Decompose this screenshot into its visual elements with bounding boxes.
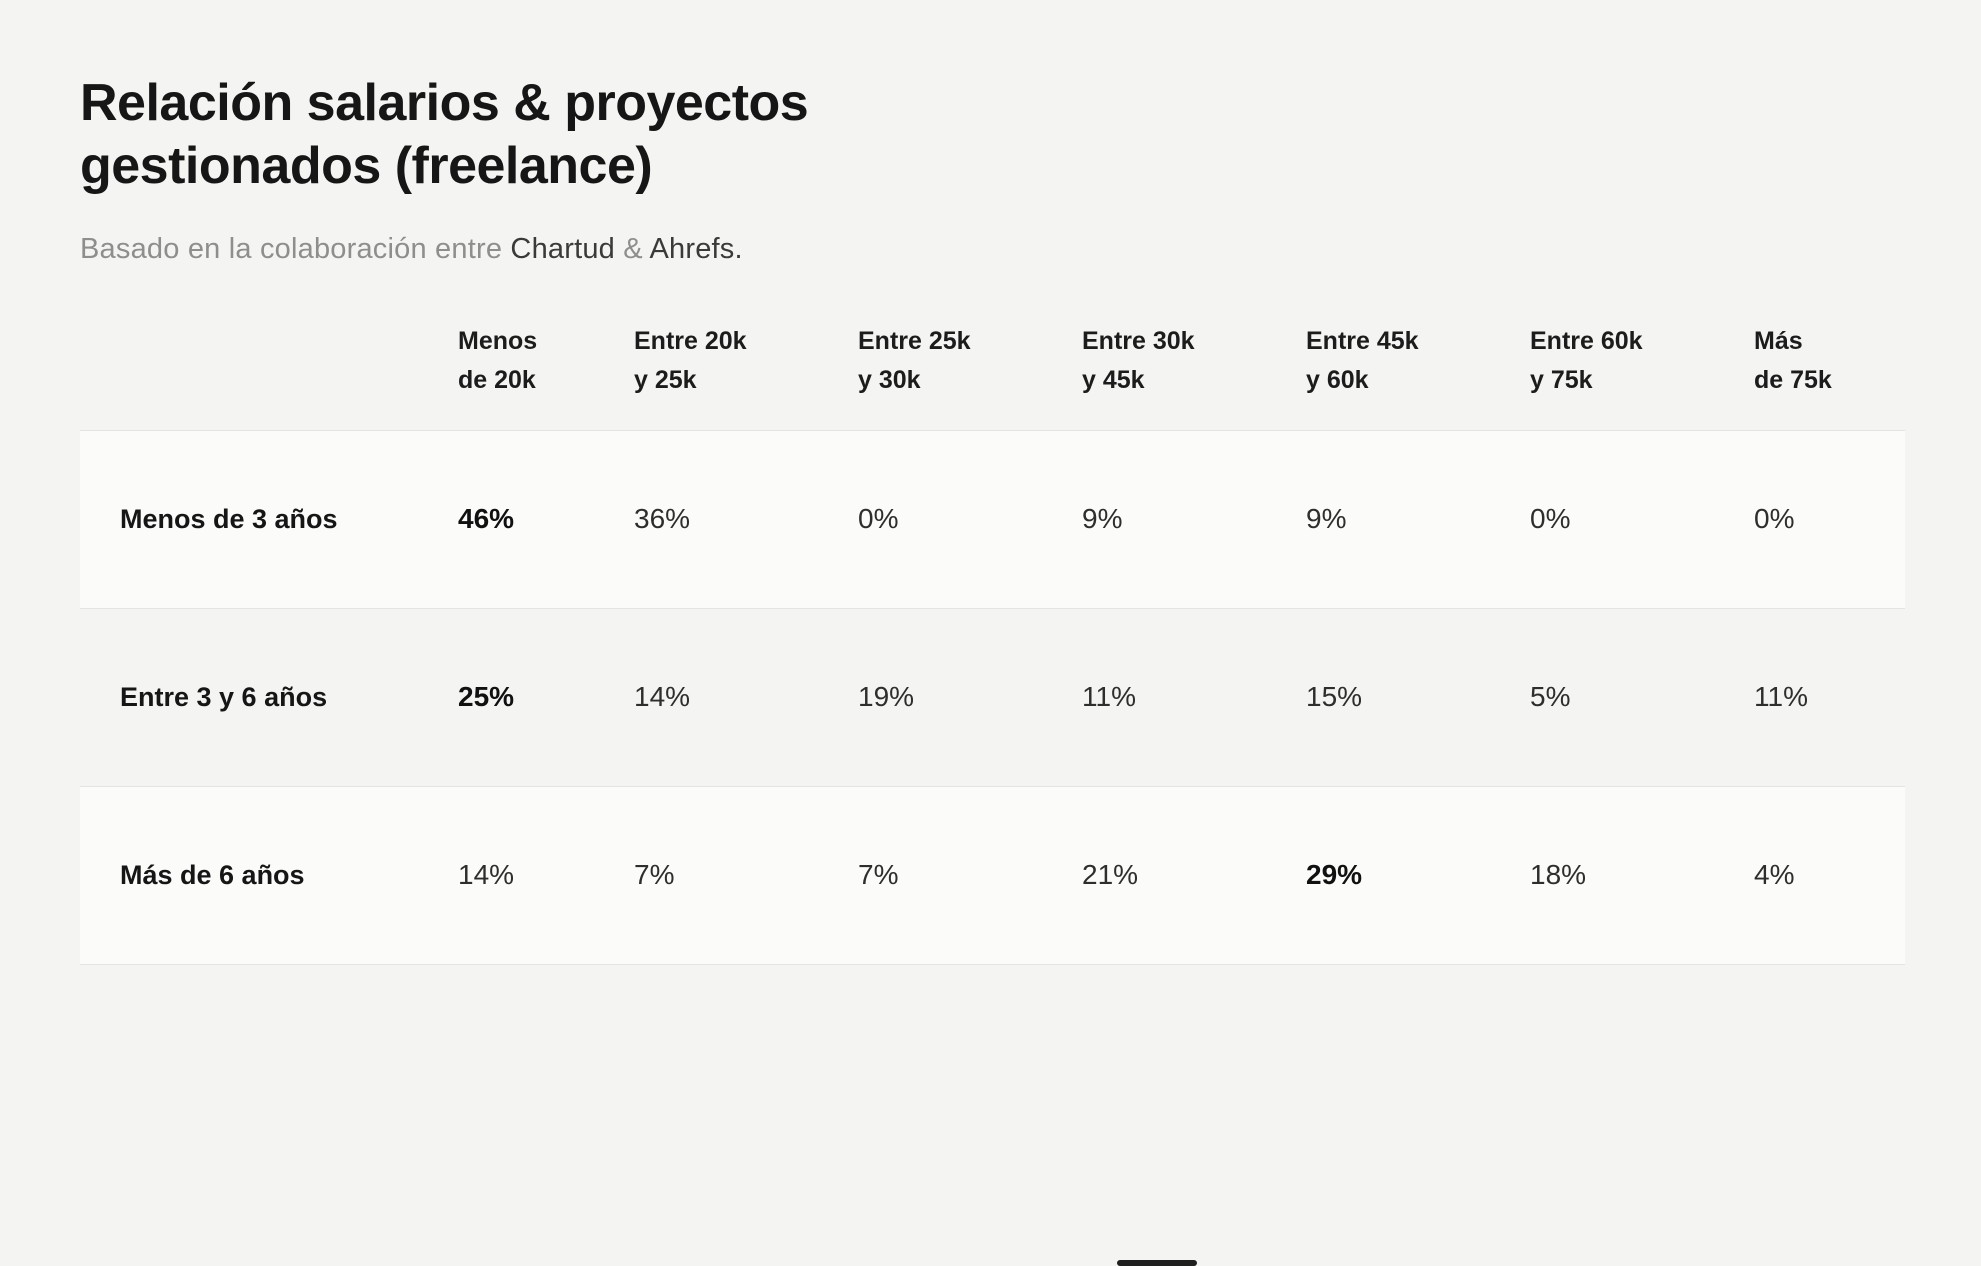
column-header-line: Entre 60k [1530, 326, 1643, 355]
table-row: Entre 3 y 6 años 25% 14% 19% 11% 15% 5% … [80, 608, 1905, 786]
page-title-line-2: gestionados (freelance) [80, 137, 653, 196]
column-header-line: de 20k [458, 365, 536, 394]
page-subtitle: Basado en la colaboración entre Chartud … [80, 233, 1903, 266]
row-label: Menos de 3 años [120, 503, 338, 534]
table-cell: 9% [1082, 503, 1123, 535]
row-label: Más de 6 años [120, 859, 305, 890]
table-body: Menos de 3 años 46% 36% 0% 9% 9% 0% 0% E… [80, 430, 1905, 965]
table-cell: 25% [458, 681, 515, 713]
column-header-line: y 25k [634, 365, 697, 394]
column-header-line: Entre 45k [1306, 326, 1419, 355]
column-header-line: de 75k [1754, 365, 1832, 394]
column-header-line: y 60k [1306, 365, 1369, 394]
table-cell: 9% [1306, 503, 1347, 535]
table-cell: 11% [1082, 681, 1136, 713]
table-cell: 14% [458, 859, 515, 891]
table-cell: 11% [1754, 681, 1808, 713]
table-cell: 7% [858, 859, 899, 891]
table-header: Menos de 20k Entre 20k y 25k Entre 25k y… [80, 322, 1905, 431]
column-header: Entre 30k y 45k [1082, 322, 1306, 431]
column-header: Entre 60k y 75k [1530, 322, 1754, 431]
table-cell: 0% [1754, 503, 1795, 535]
column-header: Entre 20k y 25k [634, 322, 858, 431]
column-header-line: Menos [458, 326, 538, 355]
table-cell: 15% [1306, 681, 1363, 713]
column-header-line: Entre 30k [1082, 326, 1195, 355]
brand-chartud: Chartud [510, 232, 615, 265]
page-title: Relación salarios & proyectos gestionado… [80, 72, 1903, 199]
table-header-row: Menos de 20k Entre 20k y 25k Entre 25k y… [80, 322, 1905, 431]
table-row: Más de 6 años 14% 7% 7% 21% 29% 18% 4% [80, 786, 1905, 965]
column-header-line: y 75k [1530, 365, 1593, 394]
column-header-line: Más [1754, 326, 1803, 355]
row-label: Entre 3 y 6 años [120, 681, 328, 712]
page: Relación salarios & proyectos gestionado… [80, 72, 1905, 965]
page-title-line-1: Relación salarios & proyectos [80, 74, 809, 132]
subtitle-connector: & [615, 232, 650, 265]
table-cell: 7% [634, 859, 675, 891]
salary-projects-table: Menos de 20k Entre 20k y 25k Entre 25k y… [80, 322, 1905, 965]
column-header: Menos de 20k [458, 322, 634, 431]
table-row: Menos de 3 años 46% 36% 0% 9% 9% 0% 0% [80, 430, 1905, 609]
column-header-line: Entre 25k [858, 326, 971, 355]
table-cell: 0% [1530, 503, 1571, 535]
table-cell: 21% [1082, 859, 1139, 891]
subtitle-period: . [734, 232, 743, 265]
table-cell: 19% [858, 681, 915, 713]
subtitle-prefix: Basado en la colaboración entre [80, 232, 511, 265]
table-cell: 4% [1754, 859, 1795, 891]
corner-cell [80, 322, 458, 431]
column-header: Más de 75k [1754, 322, 1905, 431]
brand-ahrefs: Ahrefs [649, 232, 735, 265]
column-header-line: y 30k [858, 365, 921, 394]
table-cell: 18% [1530, 859, 1587, 891]
column-header: Entre 25k y 30k [858, 322, 1082, 431]
table-cell: 29% [1306, 859, 1363, 891]
column-header: Entre 45k y 60k [1306, 322, 1530, 431]
home-indicator-bar [1117, 1260, 1197, 1266]
column-header-line: y 45k [1082, 365, 1145, 394]
table-cell: 46% [458, 503, 515, 535]
column-header-line: Entre 20k [634, 326, 747, 355]
table-cell: 0% [858, 503, 899, 535]
table-cell: 14% [634, 681, 691, 713]
table-cell: 36% [634, 503, 691, 535]
table-cell: 5% [1530, 681, 1571, 713]
